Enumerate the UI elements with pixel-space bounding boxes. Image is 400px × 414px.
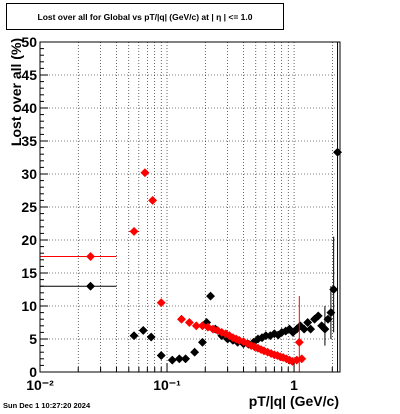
data-point-black — [167, 355, 177, 365]
data-point-black — [146, 332, 156, 342]
chart-title: Lost over all for Global vs pT/|q| (GeV/… — [37, 11, 253, 22]
data-point-red — [129, 226, 139, 236]
data-point-red — [176, 314, 187, 324]
data-point-black — [197, 337, 207, 347]
data-point-red — [85, 251, 96, 262]
data-point-red — [148, 195, 158, 205]
y-tick-label: 25 — [21, 199, 37, 215]
y-tick-label: 50 — [21, 34, 37, 50]
y-tick-label: 40 — [21, 100, 37, 116]
data-point-red — [191, 321, 201, 331]
y-tick-label: 10 — [21, 298, 37, 314]
data-point-black — [85, 281, 96, 291]
data-point-red — [156, 298, 166, 308]
x-tick-label: 10⁻² — [26, 377, 54, 393]
data-point-black — [205, 291, 216, 301]
y-tick-label: 35 — [21, 133, 37, 149]
chart-title-box: Lost over all for Global vs pT/|q| (GeV/… — [6, 3, 284, 30]
data-point-black — [329, 284, 339, 295]
y-tick-label: 5 — [29, 331, 37, 347]
y-axis-label: Lost over all (%) — [8, 38, 24, 146]
data-point-black — [306, 324, 316, 334]
timestamp: Sun Dec 1 10:27:20 2024 — [3, 401, 91, 410]
data-point-black — [190, 347, 200, 357]
data-point-black — [303, 317, 313, 328]
data-point-black — [299, 324, 309, 334]
data-point-black — [174, 354, 184, 364]
y-tick-label: 0 — [29, 364, 37, 380]
x-axis-label: pT/|q| (GeV/c) — [249, 393, 339, 409]
x-tick-label: 1 — [290, 377, 298, 393]
y-tick-label: 15 — [21, 265, 37, 281]
data-point-black — [138, 325, 148, 335]
data-point-black — [320, 324, 330, 334]
data-point-black — [313, 311, 323, 321]
axis-layer: 0 5 10 15 20 25 30 35 40 45 50 10⁻² 10⁻¹ 1 — [21, 34, 341, 393]
y-tick-label: 45 — [21, 67, 37, 83]
data-point-red — [184, 317, 194, 328]
data-point-red — [140, 168, 150, 178]
data-point-black — [181, 354, 191, 364]
x-tick-label: 10⁻¹ — [153, 377, 181, 393]
grid-layer — [40, 42, 340, 372]
data-point-red — [297, 354, 307, 364]
y-tick-label: 30 — [21, 166, 37, 182]
y-tick-label: 20 — [21, 232, 37, 248]
data-point-red — [294, 337, 304, 347]
data-point-black — [129, 331, 139, 341]
data-layer — [40, 42, 343, 372]
data-point-black — [156, 350, 166, 361]
